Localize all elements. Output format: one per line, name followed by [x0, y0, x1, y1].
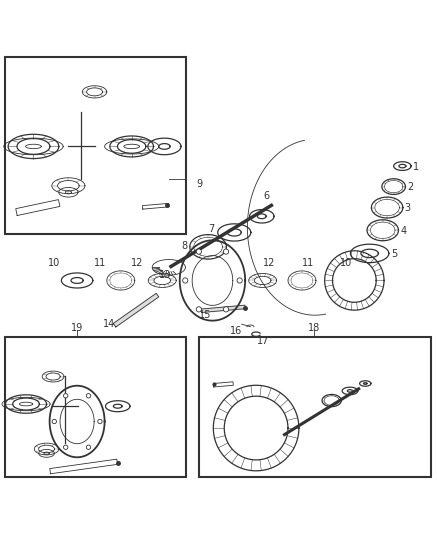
Polygon shape — [16, 199, 60, 215]
Bar — [199, 337, 431, 477]
Text: 18: 18 — [308, 322, 320, 333]
Text: 15: 15 — [199, 310, 211, 320]
Text: 12: 12 — [263, 258, 275, 268]
Text: 17: 17 — [257, 336, 269, 346]
Circle shape — [98, 419, 102, 424]
Circle shape — [237, 278, 242, 283]
Circle shape — [183, 278, 188, 283]
Bar — [5, 337, 186, 477]
Polygon shape — [201, 305, 245, 312]
Bar — [5, 57, 186, 234]
Text: 7: 7 — [208, 224, 215, 235]
Circle shape — [64, 393, 68, 398]
Circle shape — [64, 445, 68, 449]
Circle shape — [223, 306, 229, 312]
Text: 6: 6 — [263, 191, 269, 201]
Text: 13: 13 — [159, 270, 171, 280]
Text: 2: 2 — [408, 182, 414, 192]
Circle shape — [196, 306, 201, 312]
Circle shape — [223, 249, 229, 254]
Circle shape — [52, 419, 57, 424]
Text: 11: 11 — [94, 258, 106, 268]
Text: 10: 10 — [339, 258, 352, 268]
Polygon shape — [50, 459, 117, 474]
Circle shape — [196, 249, 201, 254]
Circle shape — [86, 393, 91, 398]
Text: 4: 4 — [401, 225, 407, 236]
Text: 1: 1 — [413, 162, 420, 172]
Text: 16: 16 — [230, 326, 242, 336]
Polygon shape — [113, 293, 159, 327]
Polygon shape — [213, 382, 233, 387]
Text: 12: 12 — [131, 258, 143, 268]
Circle shape — [86, 445, 91, 449]
Text: 8: 8 — [181, 240, 187, 251]
Text: 9: 9 — [196, 179, 202, 189]
Text: 3: 3 — [405, 203, 411, 213]
Text: 5: 5 — [391, 249, 397, 259]
Text: 14: 14 — [103, 319, 115, 329]
Text: 11: 11 — [301, 258, 314, 268]
Text: 19: 19 — [71, 322, 83, 333]
Text: 10: 10 — [48, 258, 60, 268]
Polygon shape — [142, 204, 169, 209]
